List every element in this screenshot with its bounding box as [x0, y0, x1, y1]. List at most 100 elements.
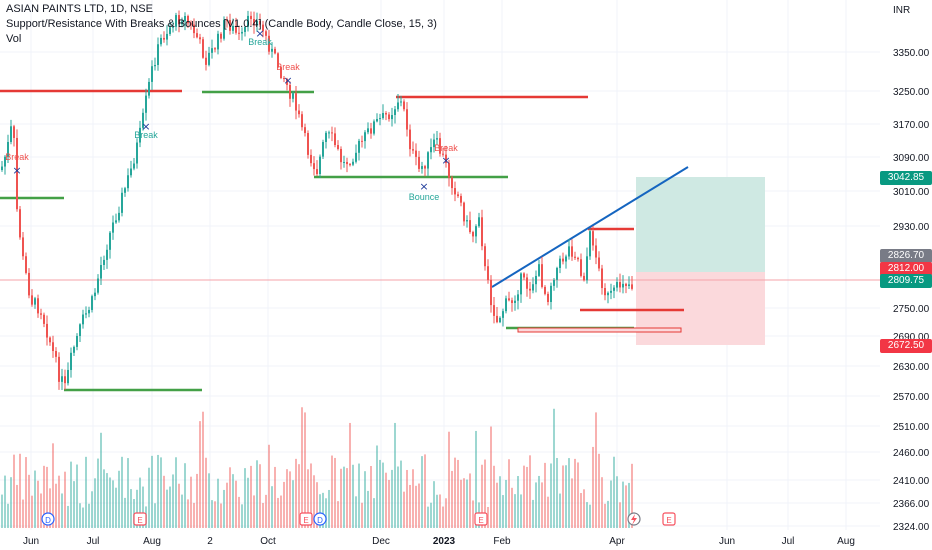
volume-bar: [346, 468, 348, 528]
candle-body: [271, 48, 273, 52]
volume-bar: [403, 491, 405, 528]
earnings-marker-icon[interactable]: E: [133, 512, 147, 526]
volume-bar: [253, 495, 255, 528]
volume-bar: [433, 481, 435, 528]
volume-bar: [136, 489, 138, 528]
candle-body: [310, 154, 312, 164]
volume-bar: [244, 468, 246, 528]
candle-body: [487, 266, 489, 280]
candle-body: [70, 352, 72, 370]
time-tick-label: 2023: [433, 536, 456, 547]
symbol-title[interactable]: ASIAN PAINTS LTD, 1D, NSE: [6, 3, 153, 15]
volume-indicator-title[interactable]: Vol: [6, 33, 22, 45]
candle-body: [19, 209, 21, 238]
candle-body: [616, 282, 618, 288]
volume-bar: [373, 498, 375, 528]
candle-body: [607, 292, 609, 296]
lightning-glyph: [631, 514, 637, 525]
candle-body: [85, 313, 87, 315]
volume-bar: [541, 482, 543, 528]
position-zones[interactable]: [0, 177, 880, 345]
sr-lines[interactable]: [0, 89, 689, 392]
volume-bar: [1, 494, 3, 528]
candle-body: [604, 288, 606, 296]
volume-bar: [190, 476, 192, 528]
candle-body: [442, 153, 444, 155]
price-tick-label: 2324.00: [893, 522, 930, 533]
volume-bar: [331, 455, 333, 528]
candle-body: [601, 268, 603, 289]
candle-body: [208, 52, 210, 65]
candle-body: [190, 23, 192, 25]
earnings-marker-icon[interactable]: E: [299, 512, 313, 526]
candle-body: [421, 166, 423, 169]
candle-body: [517, 294, 519, 301]
volume-bar: [562, 465, 564, 528]
candle-body: [466, 220, 468, 222]
candle-body: [145, 95, 147, 113]
volume-bar: [193, 502, 195, 528]
volume-bar: [574, 458, 576, 528]
indicator-title[interactable]: Support/Resistance With Breaks & Bounces…: [6, 18, 437, 30]
volume-bar: [4, 475, 6, 528]
volume-bar: [25, 457, 27, 528]
volume-bar: [100, 432, 102, 528]
candle-body: [103, 259, 105, 265]
price-tick-label: 3090.00: [893, 153, 930, 164]
candle-body: [40, 313, 42, 315]
candle-body: [22, 237, 24, 257]
candle-body: [46, 323, 48, 338]
dividend-marker-icon[interactable]: D: [41, 512, 55, 526]
candle-body: [55, 351, 57, 357]
candle-body: [463, 202, 465, 222]
candle-body: [358, 140, 360, 153]
volume-bar: [232, 474, 234, 528]
volume-bar: [511, 487, 513, 528]
candle-body: [433, 139, 435, 148]
candle-body: [544, 286, 546, 294]
candle-body: [211, 48, 213, 53]
volume-bar: [157, 454, 159, 528]
volume-bar: [349, 422, 351, 528]
candle-body: [499, 317, 501, 323]
dividend-marker-icon[interactable]: D: [313, 512, 327, 526]
volume-bar: [499, 476, 501, 528]
candle-body: [7, 141, 9, 157]
candle-body: [430, 147, 432, 153]
volume-bar: [577, 462, 579, 528]
candle-body: [409, 129, 411, 150]
candle-body: [250, 15, 252, 20]
volume-bar: [247, 477, 249, 528]
candle-body: [304, 127, 306, 134]
candle-body: [334, 133, 336, 146]
candle-body: [415, 150, 417, 157]
event-marker-label: D: [45, 516, 51, 525]
earnings-marker-icon[interactable]: E: [474, 512, 488, 526]
volume-bars: [1, 407, 633, 528]
candle-body: [247, 15, 249, 27]
candle-body: [127, 175, 129, 189]
candle-body: [331, 132, 333, 134]
candle-body: [613, 287, 615, 291]
volume-bar: [565, 465, 567, 528]
candle-body: [94, 292, 96, 297]
candle-body: [568, 246, 570, 257]
volume-bar: [199, 421, 201, 528]
volume-bar: [37, 480, 39, 528]
volume-bar: [256, 460, 258, 528]
candle-body: [559, 258, 561, 268]
earnings-marker-icon[interactable]: E: [662, 512, 676, 526]
volume-bar: [319, 494, 321, 528]
dividend-circle: [41, 512, 55, 526]
candle-body: [496, 315, 498, 323]
candle-body: [478, 217, 480, 227]
volume-bar: [502, 495, 504, 528]
volume-bar: [55, 483, 57, 528]
volume-bar: [556, 457, 558, 528]
lightning-marker-icon[interactable]: [627, 512, 641, 526]
volume-bar: [616, 476, 618, 528]
candle-body: [175, 15, 177, 27]
